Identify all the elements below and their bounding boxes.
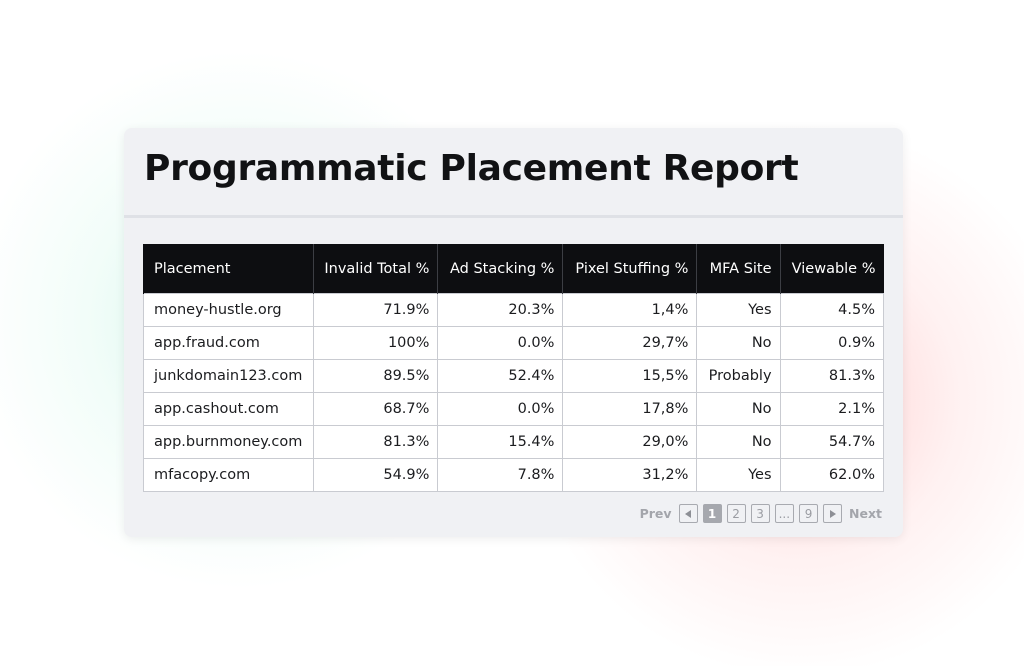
page-button-3[interactable]: 3 [750,504,770,523]
cell-mfa-site: No [696,392,781,426]
cell-placement: money-hustle.org [143,293,314,327]
placement-table: Placement Invalid Total % Ad Stacking % … [143,244,885,492]
table-row: junkdomain123.com 89.5% 52.4% 15,5% Prob… [143,359,885,393]
column-header-mfa-site[interactable]: MFA Site [696,244,781,294]
table-row: money-hustle.org 71.9% 20.3% 1,4% Yes 4.… [143,293,885,327]
table-row: mfacopy.com 54.9% 7.8% 31,2% Yes 62.0% [143,458,885,492]
cell-placement: junkdomain123.com [143,359,314,393]
prev-page-button[interactable] [678,504,698,523]
cell-mfa-site: No [696,326,781,360]
cell-viewable: 54.7% [779,425,885,459]
cell-invalid-total: 81.3% [312,425,439,459]
cell-viewable: 2.1% [779,392,885,426]
cell-pixel-stuffing: 29,0% [562,425,698,459]
table-header: Placement Invalid Total % Ad Stacking % … [143,244,884,294]
cell-pixel-stuffing: 1,4% [562,293,698,327]
cell-placement: app.fraud.com [143,326,314,360]
cell-mfa-site: Yes [696,293,781,327]
cell-pixel-stuffing: 29,7% [562,326,698,360]
cell-mfa-site: Probably [696,359,781,393]
column-header-pixel-stuffing[interactable]: Pixel Stuffing % [562,244,697,294]
cell-placement: app.burnmoney.com [143,425,314,459]
table-body: money-hustle.org 71.9% 20.3% 1,4% Yes 4.… [143,293,885,492]
cell-mfa-site: Yes [696,458,781,492]
cell-ad-stacking: 20.3% [437,293,564,327]
cell-invalid-total: 89.5% [312,359,439,393]
next-link[interactable]: Next [849,506,882,521]
cell-pixel-stuffing: 15,5% [562,359,698,393]
cell-ad-stacking: 15.4% [437,425,564,459]
triangle-right-icon [829,509,836,518]
table-row: app.fraud.com 100% 0.0% 29,7% No 0.9% [143,326,885,360]
table-row: app.burnmoney.com 81.3% 15.4% 29,0% No 5… [143,425,885,459]
cell-invalid-total: 54.9% [312,458,439,492]
cell-placement: app.cashout.com [143,392,314,426]
pagination: Prev 1 2 3 ... 9 Next [638,504,884,523]
column-header-ad-stacking[interactable]: Ad Stacking % [437,244,563,294]
cell-ad-stacking: 0.0% [437,326,564,360]
table-row: app.cashout.com 68.7% 0.0% 17,8% No 2.1% [143,392,885,426]
cell-viewable: 0.9% [779,326,885,360]
page-title: Programmatic Placement Report [144,148,799,189]
table-header-row: Placement Invalid Total % Ad Stacking % … [143,244,884,294]
cell-invalid-total: 68.7% [312,392,439,426]
title-divider [124,215,903,218]
page-button-2[interactable]: 2 [726,504,746,523]
cell-invalid-total: 71.9% [312,293,439,327]
page-button-1[interactable]: 1 [702,504,722,523]
column-header-viewable[interactable]: Viewable % [779,244,884,294]
report-card: Programmatic Placement Report Placement … [124,128,903,537]
cell-viewable: 81.3% [779,359,885,393]
prev-link[interactable]: Prev [639,506,672,521]
cell-invalid-total: 100% [312,326,439,360]
cell-mfa-site: No [696,425,781,459]
cell-ad-stacking: 52.4% [437,359,564,393]
cell-viewable: 4.5% [779,293,885,327]
page-button-9[interactable]: 9 [799,504,819,523]
cell-pixel-stuffing: 17,8% [562,392,698,426]
cell-ad-stacking: 7.8% [437,458,564,492]
triangle-left-icon [685,509,692,518]
next-page-button[interactable] [823,504,843,523]
cell-ad-stacking: 0.0% [437,392,564,426]
column-header-invalid-total[interactable]: Invalid Total % [312,244,438,294]
cell-placement: mfacopy.com [143,458,314,492]
page-ellipsis: ... [774,504,795,523]
cell-pixel-stuffing: 31,2% [562,458,698,492]
column-header-placement[interactable]: Placement [143,244,314,294]
cell-viewable: 62.0% [779,458,885,492]
